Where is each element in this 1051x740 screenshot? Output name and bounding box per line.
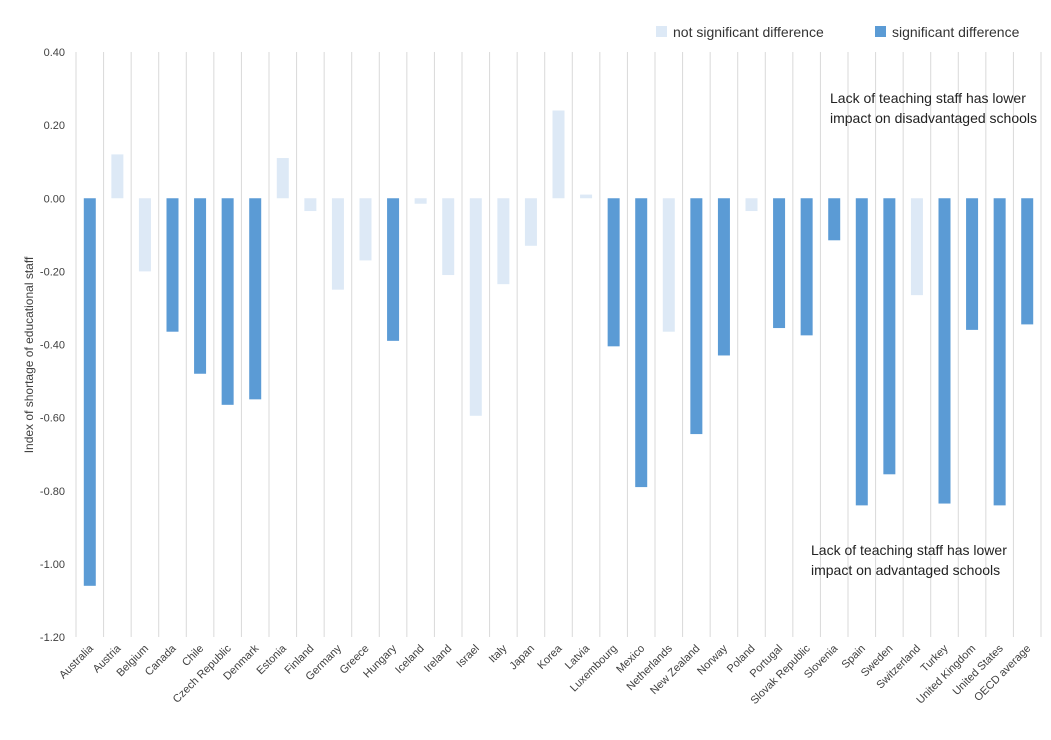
- bar: [910, 198, 923, 296]
- bar: [635, 198, 648, 488]
- legend-label-not-significant: not significant difference: [673, 24, 824, 40]
- y-tick-label: -1.20: [40, 632, 65, 644]
- bar: [194, 198, 207, 374]
- bars: [83, 110, 1034, 586]
- annotation-line: impact on advantaged schools: [811, 562, 1000, 578]
- bar: [221, 198, 234, 405]
- y-tick-label: -0.60: [40, 413, 65, 425]
- x-tick-label: Ireland: [422, 643, 454, 675]
- x-tick-label: Korea: [535, 642, 565, 672]
- bar: [414, 198, 427, 204]
- y-axis-label: Index of shortage of educational staff: [22, 256, 36, 453]
- x-tick-label: Estonia: [254, 642, 289, 677]
- bar: [359, 198, 372, 261]
- bar: [938, 198, 951, 504]
- legend-swatch-not-significant: [656, 26, 667, 37]
- y-tick-label: -0.40: [40, 340, 65, 352]
- x-tick-label: Japan: [507, 643, 537, 673]
- bar: [276, 158, 289, 199]
- bar: [138, 198, 151, 272]
- y-tick-label: 0.00: [44, 193, 65, 205]
- bar: [304, 198, 317, 212]
- bar: [662, 198, 675, 332]
- bar: [855, 198, 868, 506]
- bar: [966, 198, 979, 330]
- bar: [524, 198, 537, 246]
- y-tick-label: 0.40: [44, 47, 65, 59]
- legend-swatch-significant: [875, 26, 886, 37]
- bar: [800, 198, 813, 336]
- bar: [166, 198, 179, 332]
- y-tick-label: -0.20: [40, 266, 65, 278]
- bar: [607, 198, 620, 347]
- bar: [331, 198, 344, 290]
- annotation-line: Lack of teaching staff has lower: [830, 90, 1026, 106]
- bar: [442, 198, 455, 276]
- bar: [828, 198, 841, 241]
- annotation-line: impact on disadvantaged schools: [830, 110, 1037, 126]
- y-axis: 0.40 0.20 0.00 -0.20 -0.40 -0.60 -0.80 -1.00 -1.…: [40, 47, 65, 644]
- bar: [773, 198, 786, 329]
- bar: [469, 198, 482, 416]
- bar: [387, 198, 400, 341]
- x-tick-label: New Zealand: [648, 643, 702, 697]
- bar: [552, 110, 565, 199]
- bar: [580, 194, 593, 199]
- x-tick-label: Canada: [143, 642, 179, 678]
- bar: [993, 198, 1006, 506]
- legend: not significant difference significant d…: [656, 24, 1020, 40]
- bar: [83, 198, 96, 586]
- x-tick-label: Italy: [487, 642, 510, 665]
- annotation-advantaged: Lack of teaching staff has lower impact …: [811, 542, 1007, 578]
- y-tick-label: 0.20: [44, 120, 65, 132]
- x-tick-label: Israel: [454, 643, 482, 671]
- bar: [717, 198, 730, 356]
- vertical-gridlines: [75, 52, 1042, 637]
- bar: [1021, 198, 1034, 325]
- bar: [111, 154, 124, 199]
- legend-label-significant: significant difference: [892, 24, 1020, 40]
- bar: [690, 198, 703, 435]
- y-tick-label: -0.80: [40, 486, 65, 498]
- bar: [497, 198, 510, 285]
- bar: [883, 198, 896, 475]
- x-tick-label: Norway: [695, 642, 730, 677]
- y-tick-label: -1.00: [40, 559, 65, 571]
- annotation-disadvantaged: Lack of teaching staff has lower impact …: [830, 90, 1037, 126]
- bar: [249, 198, 262, 400]
- bar: [745, 198, 758, 212]
- x-tick-label: Australia: [57, 642, 96, 681]
- annotation-line: Lack of teaching staff has lower: [811, 542, 1007, 558]
- x-tick-label: Iceland: [393, 643, 427, 677]
